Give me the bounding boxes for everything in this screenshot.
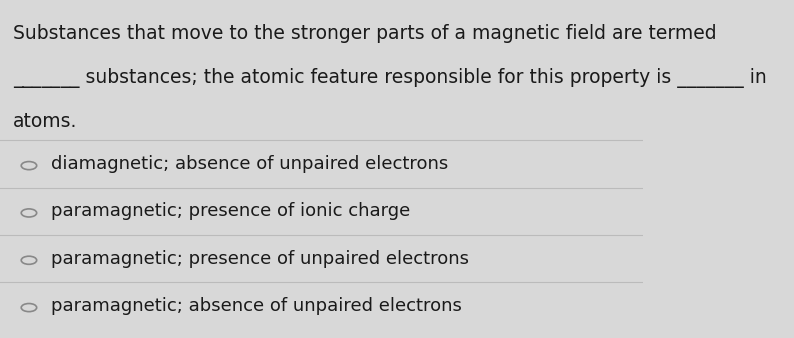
- Text: _______ substances; the atomic feature responsible for this property is _______ : _______ substances; the atomic feature r…: [13, 68, 767, 88]
- Text: diamagnetic; absence of unpaired electrons: diamagnetic; absence of unpaired electro…: [52, 155, 449, 173]
- Text: paramagnetic; presence of unpaired electrons: paramagnetic; presence of unpaired elect…: [52, 249, 469, 268]
- Text: paramagnetic; absence of unpaired electrons: paramagnetic; absence of unpaired electr…: [52, 297, 462, 315]
- Text: paramagnetic; presence of ionic charge: paramagnetic; presence of ionic charge: [52, 202, 410, 220]
- Text: Substances that move to the stronger parts of a magnetic field are termed: Substances that move to the stronger par…: [13, 24, 716, 43]
- Text: atoms.: atoms.: [13, 112, 77, 130]
